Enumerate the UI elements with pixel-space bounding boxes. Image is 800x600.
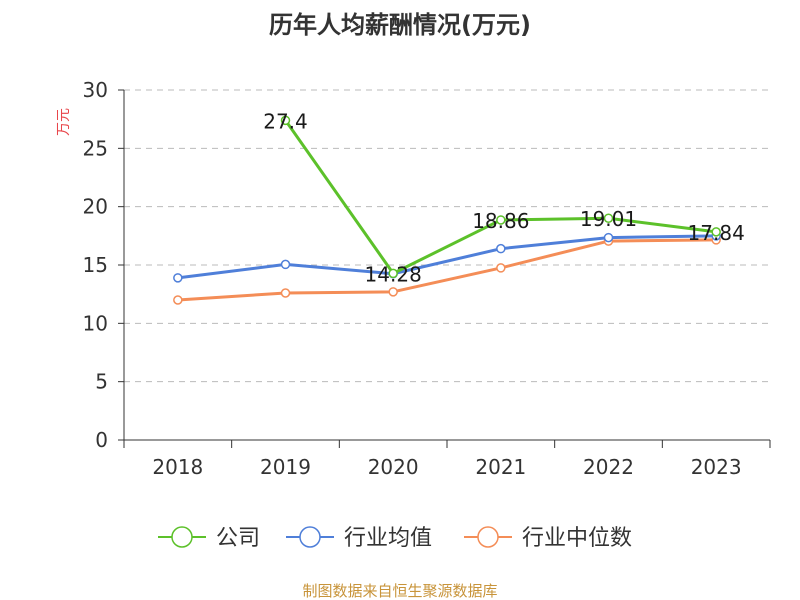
x-tick-label: 2023	[691, 455, 742, 479]
grid-lines	[124, 89, 770, 383]
legend-item-行业中位数[interactable]: 行业中位数	[464, 526, 632, 551]
data-point[interactable]	[603, 213, 614, 223]
y-tick-label: 10	[83, 311, 108, 335]
y-tick-label: 20	[83, 195, 108, 219]
data-labels: 27.4 14.28 18.86 19.01 17.84	[263, 109, 745, 286]
legend-marker	[171, 526, 193, 548]
data-label: 27.4	[263, 109, 308, 133]
legend-item-公司[interactable]: 公司	[158, 526, 260, 551]
data-point[interactable]	[173, 273, 183, 283]
y-tick-label: 25	[83, 136, 108, 160]
legend-marker	[299, 526, 321, 548]
axes: 0 5 10 15 20 25 30 2018 2019 2020 2021 2022 2023	[83, 78, 771, 479]
data-point[interactable]	[388, 287, 398, 297]
chart-title: 历年人均薪酬情况(万元)	[269, 11, 531, 39]
data-point[interactable]	[173, 295, 183, 305]
series-lines	[173, 115, 721, 305]
source-note: 制图数据来自恒生聚源数据库	[302, 582, 497, 600]
legend-label: 行业均值	[344, 526, 432, 551]
legend-label: 行业中位数	[522, 526, 632, 551]
data-point[interactable]	[496, 263, 506, 273]
legend-label: 公司	[216, 526, 260, 551]
data-point[interactable]	[496, 243, 506, 254]
series-line	[177, 238, 717, 302]
series-line	[177, 234, 717, 280]
y-axis-label: 万元	[56, 108, 72, 136]
data-point[interactable]	[711, 227, 721, 237]
series-行业中位数	[173, 235, 721, 305]
data-label: 17.84	[688, 221, 745, 245]
x-tick-label: 2022	[583, 455, 634, 479]
data-point[interactable]	[388, 268, 398, 279]
legend-item-行业均值[interactable]: 行业均值	[286, 526, 432, 551]
data-point[interactable]	[496, 215, 506, 225]
legend[interactable]: 公司 行业均值 行业中位数	[158, 526, 632, 551]
x-tick-label: 2018	[152, 455, 203, 479]
data-point[interactable]	[280, 115, 291, 126]
data-point[interactable]	[280, 288, 291, 298]
y-tick-label: 0	[95, 428, 108, 452]
legend-marker	[477, 526, 499, 548]
data-label: 18.86	[472, 209, 529, 233]
x-tick-label: 2019	[260, 455, 311, 479]
y-tick-label: 15	[83, 253, 108, 277]
data-label: 14.28	[365, 262, 422, 286]
y-tick-label: 30	[83, 78, 108, 102]
y-tick-label: 5	[95, 370, 108, 394]
data-point[interactable]	[603, 232, 614, 243]
data-label: 19.01	[580, 207, 637, 231]
series-公司	[280, 115, 721, 279]
data-point[interactable]	[280, 259, 291, 270]
x-tick-label: 2020	[368, 455, 419, 479]
x-tick-label: 2021	[475, 455, 526, 479]
